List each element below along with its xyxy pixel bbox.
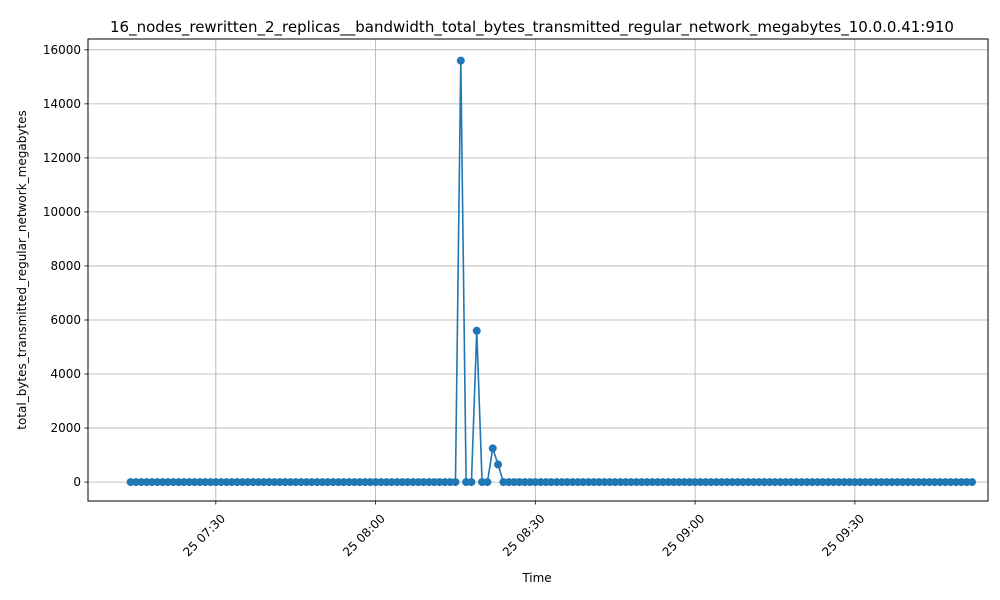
y-tick-label: 8000	[50, 259, 81, 273]
data-point	[451, 478, 460, 487]
y-tick-label: 6000	[50, 313, 81, 327]
x-tick-label: 25 07:30	[180, 511, 228, 559]
y-tick-label: 4000	[50, 367, 81, 381]
data-point	[472, 326, 481, 335]
series-line	[130, 59, 973, 483]
y-tick-label: 10000	[43, 205, 81, 219]
y-tick-label: 0	[73, 475, 81, 489]
x-tick-label: 25 09:00	[660, 511, 708, 559]
plot-area	[87, 38, 989, 502]
data-point	[456, 56, 465, 65]
data-point	[488, 444, 497, 453]
chart-title: 16_nodes_rewritten_2_replicas__bandwidth…	[110, 18, 954, 37]
y-tick-label: 14000	[43, 97, 81, 111]
data-point	[483, 478, 492, 487]
x-tick-label: 25 08:00	[340, 511, 388, 559]
data-point	[494, 460, 503, 469]
data-point	[467, 478, 476, 487]
data-point	[968, 478, 977, 487]
x-tick-label: 25 09:30	[819, 511, 867, 559]
y-tick-label: 2000	[50, 421, 81, 435]
data-series	[126, 56, 977, 487]
y-axis-title: total_bytes_transmitted_regular_network_…	[15, 110, 29, 430]
x-tick-label: 25 08:30	[500, 511, 548, 559]
y-tick-label: 16000	[43, 43, 81, 57]
grid	[88, 39, 988, 501]
x-axis-title: Time	[521, 571, 551, 585]
y-tick-label: 12000	[43, 151, 81, 165]
